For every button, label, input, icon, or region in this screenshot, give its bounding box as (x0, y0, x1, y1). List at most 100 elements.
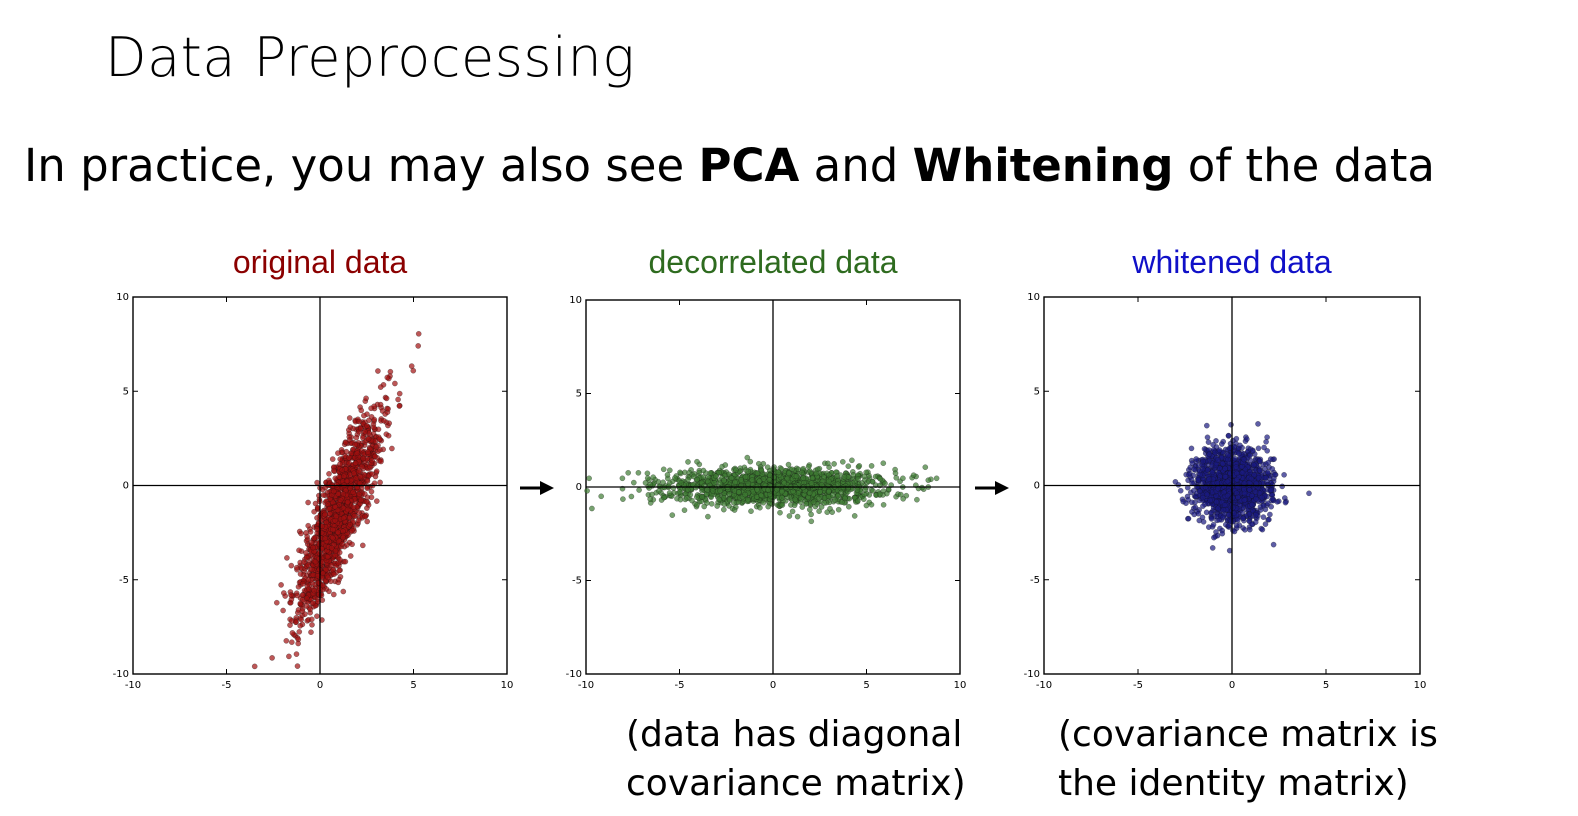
x-tick-label: -10 (578, 680, 594, 691)
data-point (892, 470, 899, 477)
data-point (1222, 473, 1228, 480)
data-point (365, 449, 371, 455)
y-tick-label: 5 (576, 389, 582, 400)
data-point (328, 562, 335, 569)
data-point (314, 613, 320, 620)
data-point (1209, 469, 1216, 476)
y-tick-label: -5 (119, 575, 129, 586)
data-point (354, 450, 361, 457)
data-point (1172, 478, 1179, 485)
data-point (758, 492, 764, 499)
data-point (856, 463, 863, 469)
data-point (1244, 436, 1250, 442)
data-point (1220, 506, 1227, 513)
data-point (635, 469, 642, 476)
data-point (389, 445, 395, 452)
data-point (347, 521, 354, 528)
caption-decorrelated-line-2: covariance matrix) (626, 763, 966, 804)
data-point (311, 535, 318, 541)
data-point (365, 435, 372, 442)
data-point (330, 591, 337, 598)
data-point (1266, 516, 1272, 523)
data-point (825, 478, 832, 485)
data-point (1233, 464, 1239, 470)
data-point (286, 653, 292, 660)
data-point (854, 487, 861, 493)
data-point (694, 458, 700, 465)
data-point (350, 504, 357, 511)
data-point (619, 475, 626, 482)
data-point (329, 526, 336, 533)
subtitle-text-3: of the data (1173, 139, 1435, 192)
data-point (800, 475, 807, 481)
data-point (1235, 517, 1241, 524)
data-point (353, 434, 360, 441)
x-tick-label: -5 (675, 680, 685, 691)
data-point (900, 475, 906, 482)
data-point (344, 478, 351, 485)
x-tick-label: 0 (770, 680, 776, 691)
data-point (1205, 439, 1212, 445)
data-point (336, 567, 343, 574)
data-point (349, 527, 355, 534)
data-point (1236, 450, 1242, 457)
data-point (835, 506, 842, 513)
data-point (328, 545, 335, 551)
data-point (364, 422, 370, 429)
arrow-icon (975, 481, 1009, 495)
data-point (700, 467, 707, 474)
data-point (744, 454, 751, 461)
data-point (677, 496, 684, 503)
data-point (361, 412, 367, 419)
data-point (1239, 469, 1246, 476)
data-point (677, 469, 683, 476)
data-point (335, 450, 341, 456)
data-point (808, 480, 815, 486)
data-point (364, 485, 371, 492)
data-point (826, 488, 832, 495)
data-point (1255, 474, 1262, 481)
data-point (373, 498, 380, 504)
data-point (1259, 526, 1266, 533)
x-tick-label: 0 (1229, 680, 1235, 691)
subtitle-whitening: Whitening (912, 139, 1174, 192)
slide-title: Data Preprocessing (105, 26, 636, 89)
data-point (324, 554, 331, 560)
y-tick-label: 5 (1034, 386, 1040, 397)
data-point (1208, 510, 1214, 516)
data-point (1250, 448, 1256, 455)
data-point (1272, 471, 1278, 478)
y-tick-label: -10 (566, 669, 582, 680)
data-point (296, 629, 303, 635)
data-point (1241, 497, 1248, 504)
data-point (711, 479, 718, 486)
data-point (332, 503, 338, 510)
y-tick-label: 10 (1027, 292, 1040, 303)
data-point (347, 553, 354, 559)
data-point (339, 467, 346, 473)
x-tick-label: 0 (317, 680, 323, 691)
data-point (1225, 452, 1231, 459)
data-point (791, 502, 798, 509)
data-point (377, 447, 383, 453)
data-point (305, 499, 311, 506)
data-point (684, 495, 690, 501)
data-point (1207, 497, 1213, 504)
data-point (738, 477, 744, 483)
data-point (1251, 472, 1258, 478)
x-tick-label: -10 (1036, 680, 1052, 691)
data-point (855, 476, 861, 482)
data-point (278, 582, 284, 588)
data-point (636, 487, 642, 493)
data-point (357, 473, 364, 480)
data-point (320, 492, 327, 498)
data-point (359, 542, 366, 549)
data-point (714, 503, 721, 509)
data-point (1200, 494, 1206, 501)
data-point (1262, 474, 1269, 481)
data-point (1264, 434, 1270, 441)
data-points (1172, 421, 1312, 554)
data-point (586, 475, 592, 482)
x-tick-label: -5 (1133, 680, 1143, 691)
data-point (358, 463, 365, 470)
